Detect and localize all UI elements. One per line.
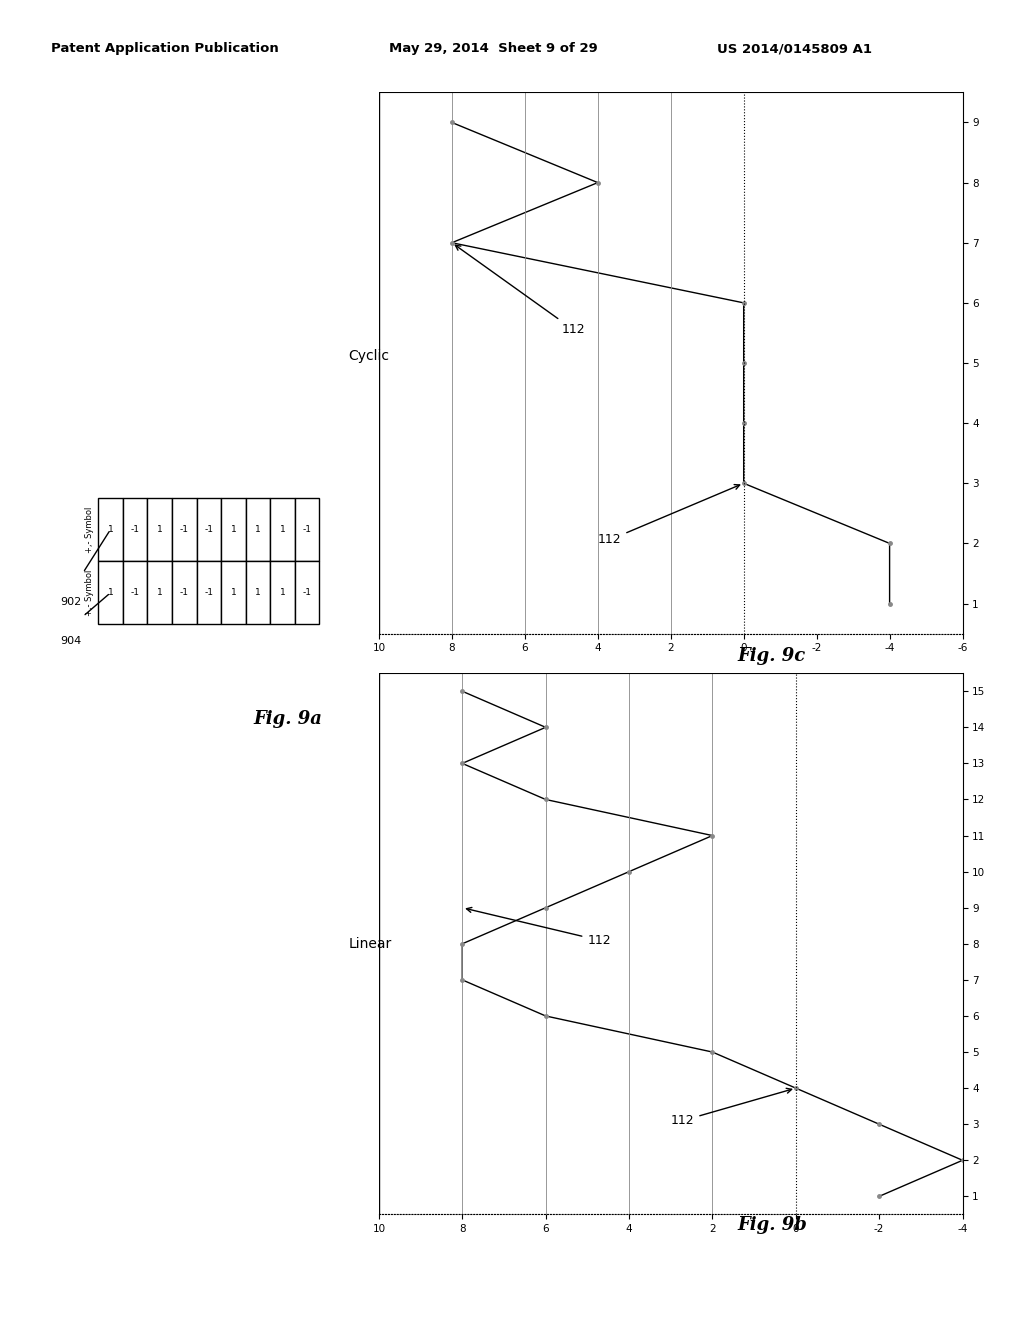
Text: Fig. 9c: Fig. 9c xyxy=(737,647,806,665)
Bar xyxy=(221,561,246,624)
Text: -1: -1 xyxy=(205,589,213,597)
Bar xyxy=(123,561,147,624)
Text: May 29, 2014  Sheet 9 of 29: May 29, 2014 Sheet 9 of 29 xyxy=(389,42,598,55)
Bar xyxy=(246,561,270,624)
Text: -1: -1 xyxy=(303,525,311,533)
Text: Linear: Linear xyxy=(348,937,391,950)
Text: 112: 112 xyxy=(456,246,585,335)
Bar xyxy=(221,498,246,561)
Bar xyxy=(270,498,295,561)
Text: -1: -1 xyxy=(303,589,311,597)
Text: 112: 112 xyxy=(467,907,611,946)
Text: -1: -1 xyxy=(131,589,139,597)
Text: -1: -1 xyxy=(180,525,188,533)
Bar xyxy=(98,561,123,624)
Text: Fig. 9b: Fig. 9b xyxy=(737,1216,807,1234)
Bar xyxy=(147,498,172,561)
Text: +,- Symbol: +,- Symbol xyxy=(85,506,94,553)
Bar xyxy=(197,498,221,561)
Text: 1: 1 xyxy=(108,525,114,533)
Text: 1: 1 xyxy=(230,525,237,533)
Bar xyxy=(270,561,295,624)
Text: -1: -1 xyxy=(205,525,213,533)
Text: +,- Symbol: +,- Symbol xyxy=(85,569,94,616)
Text: 904: 904 xyxy=(60,636,81,647)
Text: 112: 112 xyxy=(598,484,739,546)
Text: 1: 1 xyxy=(157,525,163,533)
Text: US 2014/0145809 A1: US 2014/0145809 A1 xyxy=(717,42,871,55)
Bar xyxy=(172,498,197,561)
Bar xyxy=(295,561,319,624)
Text: 1: 1 xyxy=(255,525,261,533)
Text: 1: 1 xyxy=(280,525,286,533)
Bar xyxy=(147,561,172,624)
Text: -1: -1 xyxy=(180,589,188,597)
Text: 902: 902 xyxy=(60,597,81,607)
Text: -1: -1 xyxy=(131,525,139,533)
Bar xyxy=(295,498,319,561)
Text: 112: 112 xyxy=(671,1088,792,1127)
Text: Fig. 9a: Fig. 9a xyxy=(254,710,323,729)
Text: 1: 1 xyxy=(108,589,114,597)
Text: 1: 1 xyxy=(280,589,286,597)
Text: Patent Application Publication: Patent Application Publication xyxy=(51,42,279,55)
Text: 1: 1 xyxy=(255,589,261,597)
Text: Cyclic: Cyclic xyxy=(348,350,389,363)
Text: 1: 1 xyxy=(230,589,237,597)
Bar xyxy=(98,498,123,561)
Bar xyxy=(197,561,221,624)
Bar xyxy=(246,498,270,561)
Bar xyxy=(172,561,197,624)
Bar xyxy=(123,498,147,561)
Text: 1: 1 xyxy=(157,589,163,597)
